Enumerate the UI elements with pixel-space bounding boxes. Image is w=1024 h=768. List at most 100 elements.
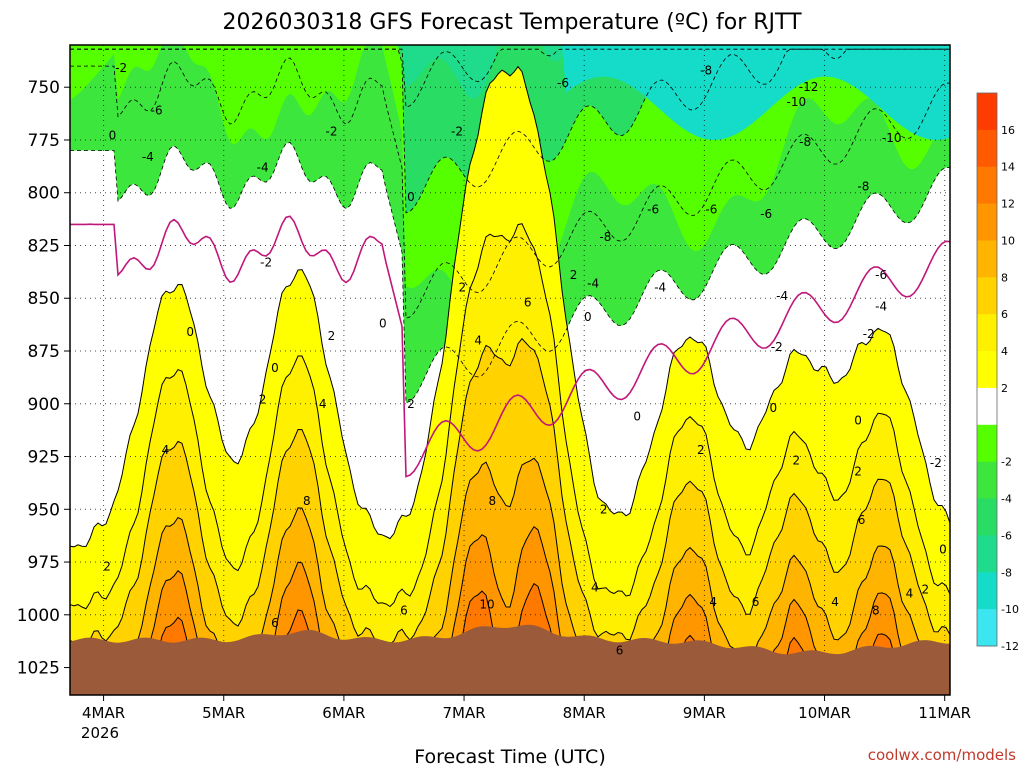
- contour-label: 2: [259, 393, 267, 407]
- colorbar-tick: -6: [1001, 529, 1012, 542]
- x-year-label: 2026: [81, 724, 119, 742]
- isotherm-cold-0: [70, 142, 950, 404]
- contour-label: -2: [260, 255, 272, 269]
- contour-label: -4: [142, 150, 154, 164]
- contour-label: -4: [776, 289, 788, 303]
- colorbar-swatch: [977, 277, 997, 315]
- temperature-bands: [70, 45, 950, 695]
- contour-label: 4: [709, 595, 717, 609]
- contour-label: -8: [799, 135, 811, 149]
- contour-label: 2: [328, 329, 336, 343]
- isotherm-cold-1: [70, 57, 950, 319]
- y-tick-label: 825: [28, 236, 60, 256]
- contour-label: 2: [697, 443, 705, 457]
- contour-label: 4: [831, 595, 839, 609]
- colorbar-tick: -4: [1001, 493, 1012, 506]
- contour-label: 8: [872, 604, 880, 618]
- colorbar-swatch: [977, 166, 997, 205]
- x-tick-label: 11MAR: [918, 704, 971, 722]
- contour-label: 0: [633, 409, 641, 423]
- colorbar-tick: -2: [1001, 456, 1012, 469]
- colorbar-tick: 10: [1001, 235, 1015, 248]
- contour-label: -4: [257, 160, 269, 174]
- contour-label: -6: [875, 268, 887, 282]
- contour-label: -12: [799, 80, 819, 94]
- plot-frame: [69, 44, 951, 696]
- x-axis: 4MAR 5MAR 6MAR 7MAR 8MAR 9MAR 10MAR 11MAR: [82, 695, 971, 722]
- colorbar-swatch: [977, 351, 997, 389]
- y-tick-label: 800: [28, 184, 60, 204]
- contour-label: -6: [705, 203, 717, 217]
- contour-label: 2: [854, 464, 862, 478]
- contour-label: -2: [863, 327, 875, 341]
- y-tick-label: 1000: [17, 606, 60, 626]
- contour-label: 4: [906, 587, 914, 601]
- colorbar: 16 14 12 10 8 6 4 2 -2 -4 -6 -8 -10 -12: [976, 92, 1019, 653]
- colorbar-swatch: [977, 93, 997, 131]
- contour-label: 4: [162, 443, 170, 457]
- colorbar-swatch: [977, 535, 997, 573]
- contour-label: 0: [271, 361, 279, 375]
- isotherm-cold-3: [70, 48, 950, 108]
- contour-label: 0: [379, 317, 387, 331]
- contour-label: -2: [326, 125, 338, 139]
- x-tick-label: 4MAR: [82, 704, 125, 722]
- contour-label: -10: [786, 95, 806, 109]
- y-tick-label: 1025: [17, 659, 60, 679]
- contour-label: 4: [319, 397, 327, 411]
- contour-label: -6: [647, 203, 659, 217]
- contour-label: -4: [875, 300, 887, 314]
- y-tick-label: 900: [28, 395, 60, 415]
- contour-label: -6: [760, 207, 772, 221]
- contour-label: -8: [599, 230, 611, 244]
- y-tick-label: 950: [28, 500, 60, 520]
- contour-label: 0: [407, 190, 415, 204]
- colorbar-swatch: [977, 498, 997, 536]
- colorbar-tick: 16: [1001, 124, 1015, 137]
- contour-label: 4: [474, 334, 482, 348]
- colorbar-tick: 14: [1001, 161, 1015, 174]
- isotherm-zero: [70, 215, 950, 478]
- y-tick-label: 975: [28, 553, 60, 573]
- isotherm-c8: [70, 457, 950, 675]
- colorbar-tick: -12: [1001, 640, 1019, 653]
- colorbar-swatch: [977, 314, 997, 352]
- isotherm-c2: [70, 65, 950, 548]
- contour-label: 0: [854, 414, 862, 428]
- x-tick-label: 7MAR: [442, 704, 485, 722]
- y-tick-label: 925: [28, 448, 60, 468]
- terrain-surface: [70, 624, 950, 695]
- contour-label: 8: [488, 494, 496, 508]
- colorbar-swatch: [977, 387, 997, 426]
- colorbar-swatch: [977, 461, 997, 500]
- x-axis-label: Forecast Time (UTC): [414, 746, 605, 768]
- colorbar-tick: 6: [1001, 308, 1008, 321]
- contour-label: 6: [616, 644, 624, 658]
- contour-label: -2: [115, 61, 127, 75]
- contour-label: 2: [600, 502, 608, 516]
- contour-label: 2: [792, 454, 800, 468]
- colorbar-tick: 4: [1001, 345, 1008, 358]
- contour-label: -4: [587, 277, 599, 291]
- contour-label: -4: [654, 281, 666, 295]
- contour-label: 0: [109, 129, 117, 143]
- colorbar-swatch: [977, 424, 997, 463]
- contour-label: 6: [271, 616, 279, 630]
- x-tick-label: 9MAR: [683, 704, 726, 722]
- colorbar-swatch: [977, 609, 997, 647]
- contour-label: -10: [882, 131, 902, 145]
- contour-label: 6: [752, 595, 760, 609]
- contour-label: -2: [930, 456, 942, 470]
- contour-label: 0: [769, 401, 777, 415]
- colorbar-tick: 8: [1001, 271, 1008, 284]
- contour-label: 0: [186, 325, 194, 339]
- contour-label: 2: [921, 583, 929, 597]
- contour-label: 10: [479, 597, 494, 611]
- y-tick-label: 850: [28, 289, 60, 309]
- contour-label: -8: [700, 63, 712, 77]
- x-tick-label: 10MAR: [798, 704, 851, 722]
- credit-text: coolwx.com/models: [868, 746, 1016, 764]
- isotherm-cold-2: [70, 48, 950, 214]
- colorbar-swatch: [977, 572, 997, 610]
